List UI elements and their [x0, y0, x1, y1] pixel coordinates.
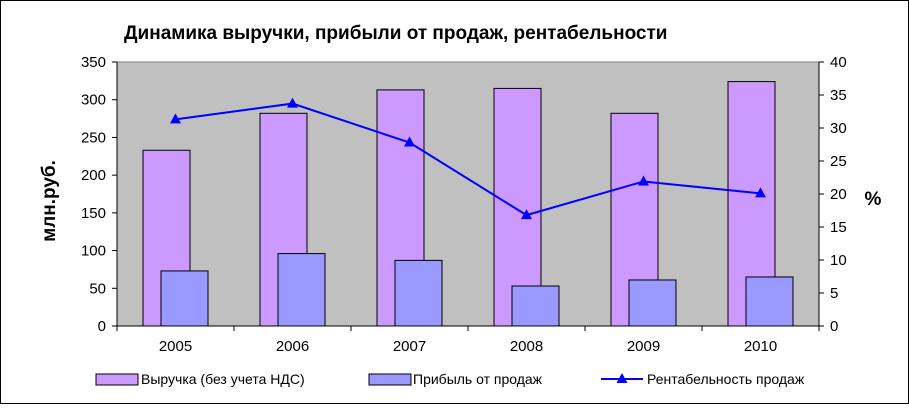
profit-bar — [277, 253, 326, 327]
axes: 0 50 100 150 200 250 300 350 0 5 10 15 20 25 30 35 40 200… — [81, 54, 847, 355]
plot-area — [116, 61, 820, 327]
x-tick-label: 2005 — [159, 338, 192, 355]
profitability-marker — [404, 136, 415, 147]
legend-label-profitability: Рентабельность продаж — [647, 371, 805, 387]
y2-tick-label: 30 — [830, 120, 847, 137]
y2-tick-label: 25 — [830, 153, 847, 170]
profit-bar — [394, 259, 443, 327]
chart-title: Динамика выручки, прибыли от продаж, рен… — [124, 23, 667, 44]
profit-bar — [628, 279, 677, 327]
y2-tick-label: 10 — [830, 252, 847, 269]
y-tick-label: 0 — [98, 318, 106, 335]
x-tick-label: 2007 — [393, 338, 426, 355]
legend-label-revenue: Выручка (без учета НДС) — [141, 371, 305, 387]
y-tick-label: 150 — [81, 205, 106, 222]
x-tick-label: 2008 — [510, 338, 543, 355]
profitability-marker — [638, 175, 649, 186]
legend: Выручка (без учета НДС) Прибыль от продаж… — [95, 371, 805, 387]
profitability-marker — [170, 113, 181, 124]
profit-bar — [160, 270, 209, 327]
y-axis-title: млн.руб. — [39, 160, 60, 242]
x-tick-label: 2010 — [744, 338, 777, 355]
profitability-marker — [287, 97, 298, 108]
legend-label-profit: Прибыль от продаж — [413, 371, 543, 387]
y2-tick-label: 15 — [830, 219, 847, 236]
x-tick-label: 2009 — [627, 338, 660, 355]
profitability-marker — [521, 209, 532, 220]
profit-bar — [511, 285, 560, 327]
x-tick-label: 2006 — [276, 338, 309, 355]
bars — [142, 81, 794, 327]
profitability-line — [175, 102, 761, 217]
y-tick-label: 350 — [81, 54, 106, 71]
legend-swatch-profit — [368, 373, 412, 386]
y2-tick-label: 0 — [830, 318, 838, 335]
y2-axis-title: % — [865, 189, 882, 210]
line-series — [170, 97, 766, 220]
y2-tick-label: 40 — [830, 54, 847, 71]
legend-marker-profitability — [616, 373, 628, 383]
profitability-marker — [755, 187, 766, 198]
y2-tick-label: 35 — [830, 87, 847, 104]
y2-tick-label: 5 — [830, 285, 838, 302]
y-tick-label: 300 — [81, 92, 106, 109]
y-tick-label: 100 — [81, 243, 106, 260]
y-tick-label: 50 — [89, 280, 106, 297]
y-tick-label: 250 — [81, 129, 106, 146]
y-tick-label: 200 — [81, 167, 106, 184]
profit-bar — [745, 276, 794, 327]
legend-swatch-revenue — [95, 373, 139, 386]
y2-tick-label: 20 — [830, 186, 847, 203]
